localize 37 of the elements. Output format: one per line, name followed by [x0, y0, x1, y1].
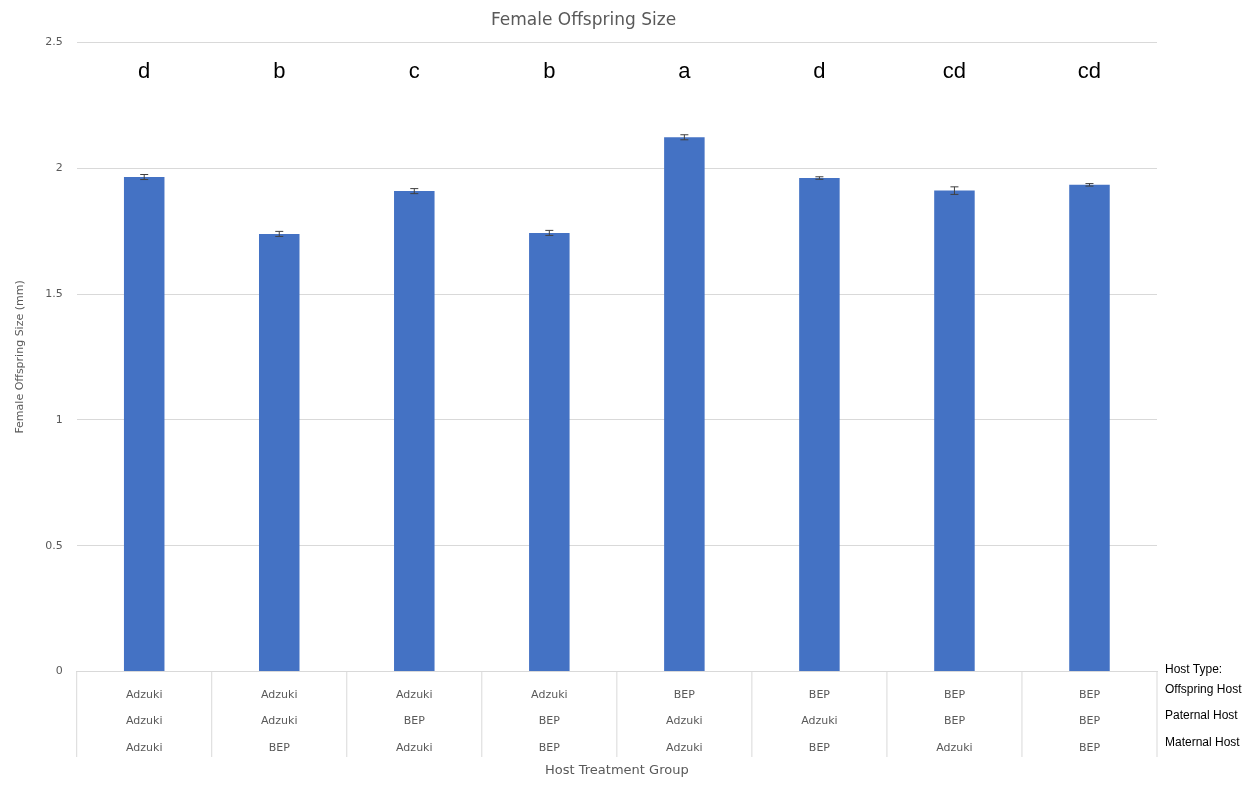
annotation: a — [678, 58, 692, 84]
bar — [934, 190, 975, 671]
text: Maternal Host — [1165, 734, 1241, 749]
annotation: d — [138, 58, 151, 84]
text: Paternal Host — [1165, 708, 1239, 723]
chart-title: Female Offspring Size — [490, 8, 677, 29]
category-label: Adzuki BEP BEP — [531, 687, 568, 754]
bar — [394, 191, 435, 671]
category-label: BEP Adzuki BEP — [801, 687, 838, 754]
bar — [529, 232, 570, 671]
bar — [123, 177, 165, 671]
annotation: b — [273, 58, 286, 84]
y-tick-label: 2 — [55, 161, 63, 175]
annotation: cd — [1077, 58, 1102, 84]
y-tick-label: 1 — [55, 412, 63, 426]
category-label: BEP BEP BEP — [1078, 687, 1101, 754]
y-tick-label: 0 — [55, 664, 63, 678]
y-tick-label: 0.5 — [45, 538, 63, 552]
category-label: Adzuki Adzuki BEP — [261, 687, 298, 754]
bar — [259, 233, 300, 671]
text: Offspring Host — [1165, 681, 1243, 696]
y-tick-label: 1.5 — [45, 286, 63, 300]
y-tick-label: 2.5 — [45, 35, 63, 49]
y-axis-title: Female Offspring Size (mm) — [13, 280, 27, 434]
annotation: d — [813, 58, 826, 84]
category-label: BEP BEP Adzuki — [936, 687, 973, 754]
bar — [664, 137, 705, 671]
text: Host Treatment Group — [545, 762, 689, 778]
annotation: c — [408, 58, 420, 84]
bar — [1069, 184, 1110, 671]
category-label: Adzuki Adzuki Adzuki — [125, 687, 163, 754]
annotation: cd — [942, 58, 967, 84]
bar — [799, 178, 840, 671]
text: Host Type: — [1165, 661, 1223, 676]
annotation: b — [543, 58, 556, 84]
category-label: Adzuki BEP Adzuki — [396, 687, 433, 754]
category-label: BEP Adzuki Adzuki — [666, 687, 703, 754]
